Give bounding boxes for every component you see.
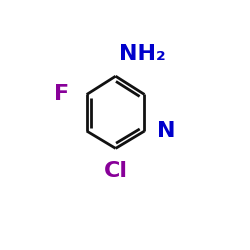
Text: F: F (54, 84, 70, 104)
Text: Cl: Cl (104, 160, 128, 180)
Text: N: N (157, 121, 176, 141)
Text: NH₂: NH₂ (120, 44, 166, 64)
